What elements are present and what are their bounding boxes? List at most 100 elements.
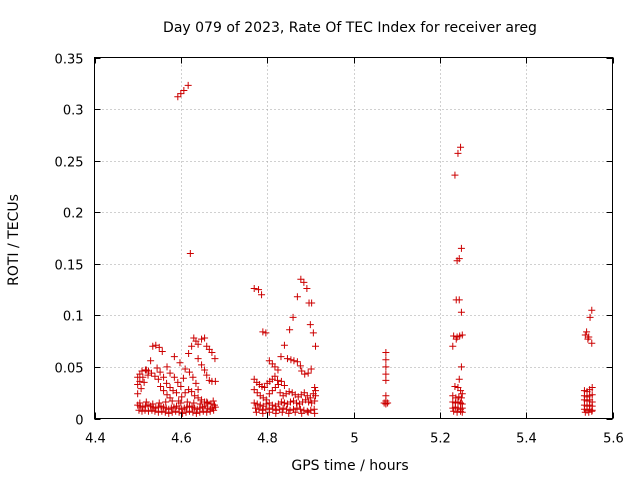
data-point: [269, 405, 277, 413]
data-point: [382, 376, 390, 384]
data-point: [198, 335, 206, 343]
data-point: [277, 398, 285, 406]
data-point: [280, 381, 288, 389]
data-point: [160, 387, 168, 395]
data-point: [188, 388, 196, 396]
data-point: [304, 369, 312, 377]
data-point: [253, 389, 261, 397]
data-point: [142, 366, 150, 374]
data-point: [309, 329, 317, 337]
data-point: [286, 398, 294, 406]
data-point: [137, 385, 145, 393]
data-point: [161, 408, 169, 416]
x-tick-label: 5: [350, 432, 358, 447]
data-point: [303, 285, 311, 293]
data-point: [211, 403, 219, 411]
data-point: [584, 335, 592, 343]
data-point: [203, 408, 211, 416]
data-point: [274, 366, 282, 374]
data-point: [457, 399, 465, 407]
data-point: [155, 343, 163, 351]
data-point: [177, 383, 185, 391]
data-point: [308, 299, 316, 307]
data-point: [185, 407, 193, 415]
data-point: [280, 399, 288, 407]
data-point: [147, 357, 155, 365]
data-point: [154, 375, 162, 383]
data-point: [265, 357, 273, 365]
data-point: [306, 321, 314, 329]
data-point: [293, 293, 301, 301]
data-point: [312, 342, 320, 350]
data-point: [158, 347, 166, 355]
data-point: [382, 356, 390, 364]
grid-lines: [94, 57, 613, 419]
data-point: [192, 409, 200, 417]
x-tick-label: 4.6: [171, 432, 192, 447]
data-point: [142, 398, 150, 406]
x-tick-label: 4.4: [85, 432, 106, 447]
data-point: [586, 313, 594, 321]
x-tick-label: 5.6: [603, 432, 624, 447]
data-point: [261, 384, 269, 392]
y-tick-label: 0.35: [55, 53, 84, 68]
data-point: [199, 407, 207, 415]
data-point: [196, 408, 204, 416]
data-point: [211, 355, 219, 363]
data-point: [283, 405, 291, 413]
data-point: [194, 386, 202, 394]
data-point: [188, 342, 196, 350]
data-point: [178, 393, 186, 401]
data-point: [252, 408, 260, 416]
data-point: [250, 386, 258, 394]
data-point: [458, 331, 466, 339]
data-point: [296, 405, 304, 413]
data-point: [136, 399, 144, 407]
y-tick-label: 0.1: [63, 310, 84, 325]
data-point: [277, 377, 285, 385]
data-point: [588, 407, 596, 415]
data-point: [192, 379, 200, 387]
data-point: [304, 408, 312, 416]
data-point: [203, 398, 211, 406]
data-point: [271, 372, 279, 380]
data-point: [311, 409, 319, 417]
data-point: [258, 291, 266, 299]
data-point: [155, 399, 163, 407]
data-point: [265, 390, 273, 398]
data-point: [255, 286, 263, 294]
data-point: [141, 406, 149, 414]
data-point: [312, 387, 320, 395]
data-point: [583, 328, 591, 336]
data-point: [194, 340, 202, 348]
data-point: [151, 407, 159, 415]
data-point: [450, 407, 458, 415]
data-point: [280, 341, 288, 349]
data-point: [196, 400, 204, 408]
data-point: [250, 399, 258, 407]
data-point: [278, 408, 286, 416]
data-point: [265, 408, 273, 416]
data-point: [300, 389, 308, 397]
data-point: [287, 356, 295, 364]
data-point: [179, 409, 187, 417]
data-point: [154, 408, 162, 416]
data-point: [382, 363, 390, 371]
data-point: [211, 377, 219, 385]
data-point: [135, 406, 143, 414]
data-point: [144, 371, 152, 379]
data-point: [301, 370, 309, 378]
data-point: [198, 361, 206, 369]
data-point: [149, 342, 157, 350]
data-point: [134, 390, 142, 398]
data-point: [457, 407, 465, 415]
data-point: [454, 149, 462, 157]
data-point: [177, 399, 185, 407]
y-tick-label: 0.3: [63, 104, 84, 119]
data-point: [189, 408, 197, 416]
x-tick-labels: 4.4 4.6 4.8 5 5.2 5.4 5.6: [85, 432, 624, 447]
data-point: [163, 379, 171, 387]
data-point: [185, 350, 193, 358]
data-point: [209, 397, 217, 405]
